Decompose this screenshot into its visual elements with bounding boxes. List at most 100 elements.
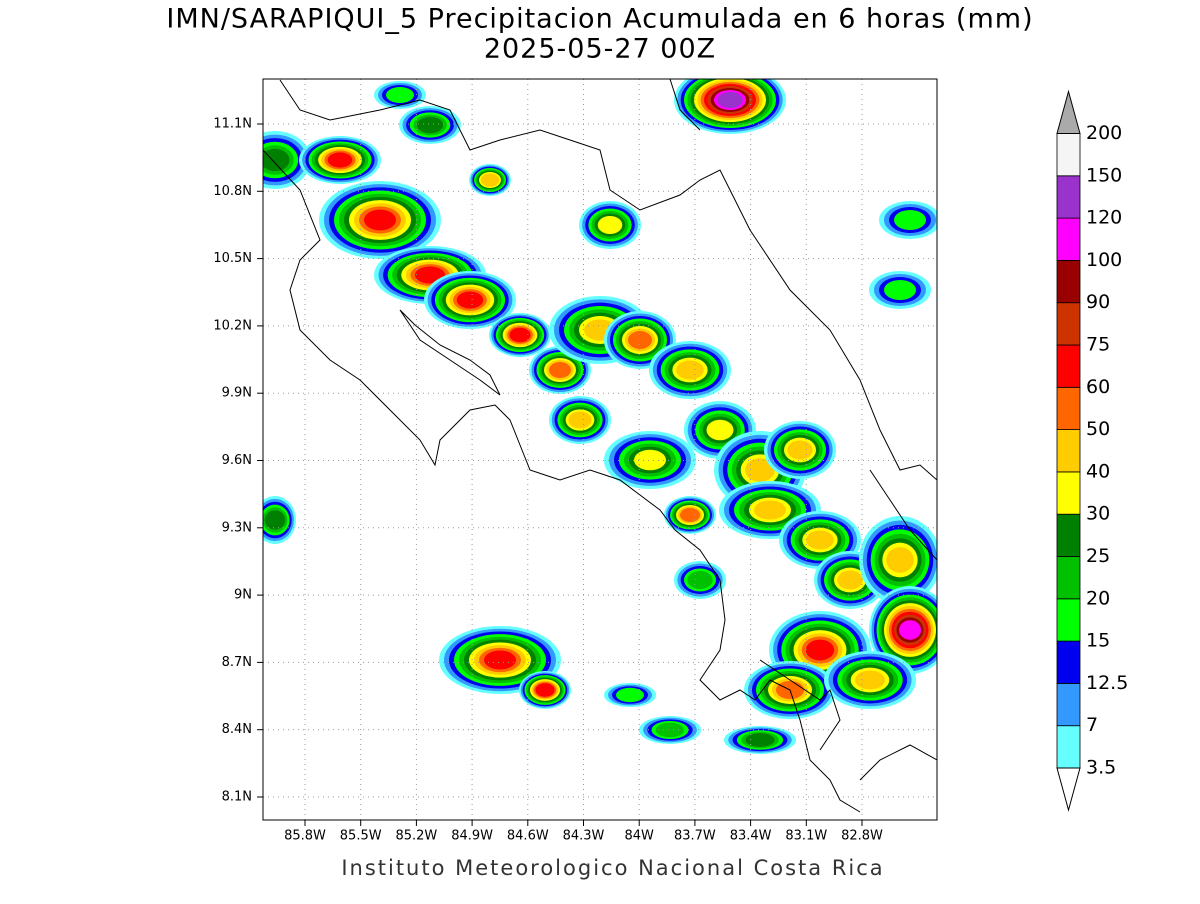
precip-area	[655, 722, 685, 738]
y-tick-label: 8.1N	[222, 790, 252, 805]
precip-area	[806, 530, 834, 550]
colorbar-box	[1056, 302, 1081, 346]
y-tick-label: 10.2N	[213, 318, 252, 333]
precip-area	[754, 500, 786, 520]
precip-area	[480, 173, 500, 187]
colorbar-box	[1056, 175, 1081, 219]
colorbar-label: 120	[1086, 207, 1122, 229]
colorbar-box	[1056, 556, 1081, 600]
x-tick-label: 84.3W	[563, 829, 605, 844]
colorbar-label: 150	[1086, 164, 1122, 186]
y-tick-label: 9.3N	[222, 520, 252, 535]
precip-area	[416, 116, 444, 134]
precip-area	[456, 291, 484, 309]
x-tick-label: 84W	[624, 829, 654, 844]
colorbar-box	[1056, 471, 1081, 515]
colorbar-box	[1056, 725, 1081, 769]
y-tick-label: 11.1N	[213, 117, 252, 132]
precip-area	[535, 683, 555, 697]
precip-area	[549, 362, 571, 378]
precip-area	[787, 440, 813, 460]
precip-area	[894, 210, 926, 230]
colorbar-box	[1056, 217, 1081, 261]
y-tick-label: 9N	[234, 588, 252, 603]
colorbar-label: 30	[1086, 503, 1110, 525]
colorbar-label: 7	[1086, 714, 1098, 736]
precip-area	[676, 360, 704, 380]
colorbar-over	[1056, 89, 1081, 134]
colorbar-box	[1056, 344, 1081, 388]
precip-area	[597, 216, 623, 234]
precip-area	[706, 419, 734, 441]
precip-field	[263, 79, 937, 754]
y-tick-label: 8.7N	[222, 655, 252, 670]
colorbar-box	[1056, 386, 1081, 430]
precip-area	[264, 510, 286, 530]
colorbar-label: 200	[1086, 122, 1122, 144]
map-frame	[262, 78, 938, 821]
coastlines	[263, 79, 937, 813]
colorbar-box	[1056, 259, 1081, 304]
colorbar: 3.5 7 12.5 15 20 25 30 40 50 60 75 90 100 120 150 200	[1056, 89, 1128, 812]
precip-area	[717, 92, 743, 108]
y-tick-label: 10.5N	[213, 251, 252, 266]
colorbar-label: 20	[1086, 587, 1110, 609]
colorbar-box	[1056, 429, 1081, 473]
colorbar-label: 60	[1086, 376, 1110, 398]
precip-area	[886, 547, 914, 573]
precip-area	[745, 458, 775, 482]
title: IMN/SARAPIQUI_5 Precipitacion Acumulada …	[166, 4, 1033, 35]
x-tick-label: 85.2W	[395, 829, 437, 844]
precip-area	[616, 687, 644, 703]
precip-area	[628, 331, 652, 349]
precip-area	[386, 87, 414, 103]
y-tick-label: 9.9N	[222, 386, 252, 401]
y-tick-label: 8.4N	[222, 722, 252, 737]
colorbar-under	[1056, 767, 1081, 812]
x-tick-label: 83.4W	[730, 829, 772, 844]
colorbar-box	[1056, 513, 1081, 557]
x-tick-label: 85.8W	[284, 829, 326, 844]
x-tick-label: 84.9W	[451, 829, 493, 844]
precip-area	[484, 650, 516, 670]
precip-area	[837, 570, 863, 590]
x-tick-label: 83.7W	[674, 829, 716, 844]
colorbar-label: 75	[1086, 334, 1110, 356]
colorbar-box	[1056, 640, 1081, 684]
x-tick-label: 83.1W	[785, 829, 827, 844]
colorbar-box	[1056, 133, 1081, 177]
precip-area	[634, 449, 666, 471]
x-tick-label: 84.6W	[507, 829, 549, 844]
colorbar-label: 25	[1086, 545, 1110, 567]
colorbar-box	[1056, 683, 1081, 727]
precip-area	[855, 670, 885, 690]
colorbar-label: 15	[1086, 630, 1110, 652]
precip-area	[509, 327, 531, 343]
precip-area	[327, 152, 353, 168]
precip-area	[687, 571, 713, 589]
colorbar-label: 90	[1086, 291, 1110, 313]
x-tick-label: 82.8W	[841, 829, 883, 844]
subtitle: 2025-05-27 00Z	[484, 34, 716, 65]
grid	[257, 79, 937, 826]
y-tick-label: 10.8N	[213, 184, 252, 199]
precip-area	[364, 209, 396, 231]
colorbar-label: 50	[1086, 418, 1110, 440]
precip-area	[884, 280, 916, 300]
x-tick-label: 85.5W	[340, 829, 382, 844]
colorbar-box	[1056, 598, 1081, 642]
colorbar-label: 100	[1086, 249, 1122, 271]
precip-area	[805, 639, 835, 661]
precip-area	[568, 411, 592, 429]
precip-area	[263, 148, 290, 172]
precip-area	[745, 733, 775, 747]
precip-area	[680, 508, 700, 522]
y-tick-label: 9.6N	[222, 453, 252, 468]
precip-area	[899, 620, 921, 640]
precip-area	[414, 266, 446, 284]
colorbar-label: 3.5	[1086, 757, 1116, 779]
footer: Instituto Meteorologico Nacional Costa R…	[341, 856, 884, 880]
colorbar-label: 12.5	[1086, 672, 1128, 694]
colorbar-label: 40	[1086, 460, 1110, 482]
